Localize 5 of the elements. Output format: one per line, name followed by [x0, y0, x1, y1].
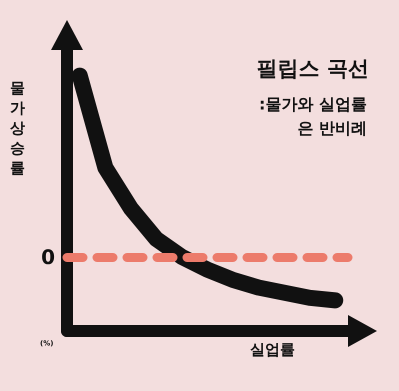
x-axis-title: 실업률	[250, 340, 295, 358]
text: :물가와 실업률 은 반비례	[259, 94, 367, 138]
chart-title: 필립스 곡선	[256, 56, 369, 80]
y-axis-title: 물가상승률	[10, 79, 25, 177]
ref-line-label: 0	[41, 244, 55, 269]
